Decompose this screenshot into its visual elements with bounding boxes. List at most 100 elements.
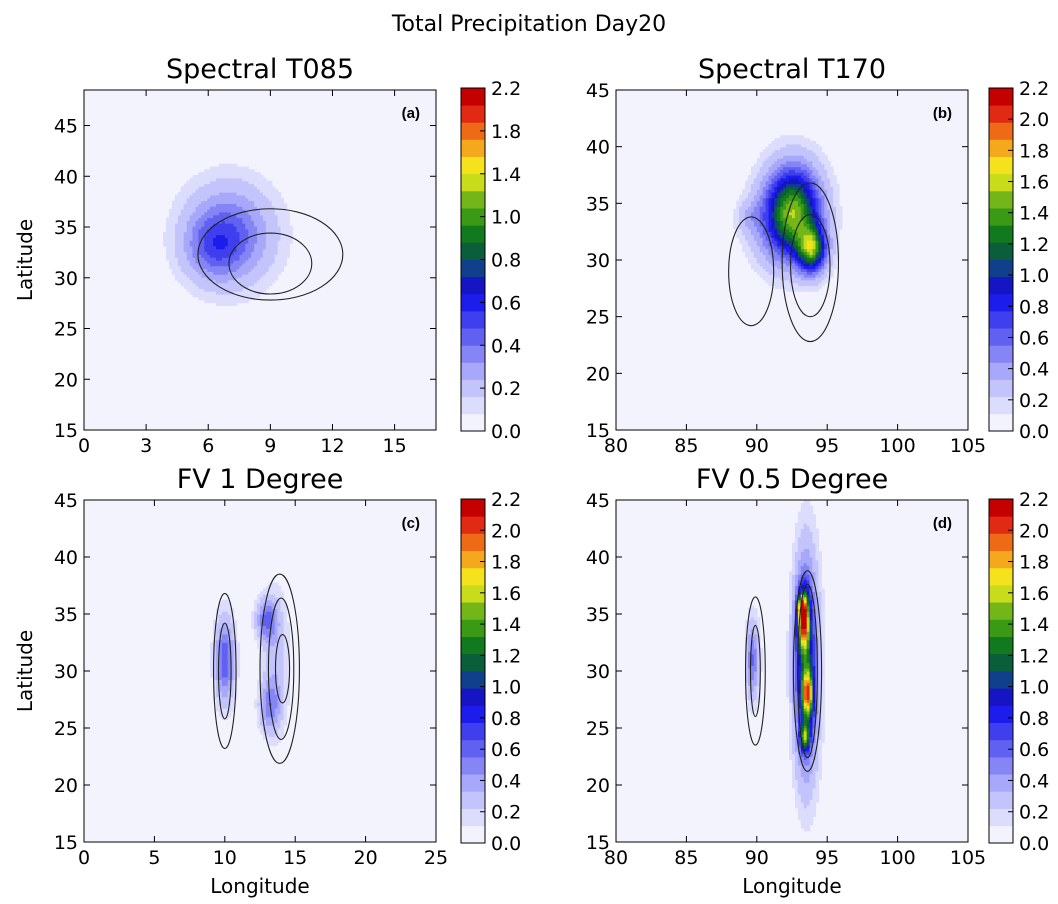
precip-cell [227,211,232,216]
precip-cell [262,614,267,618]
precip-cell [227,282,232,287]
precip-cell [271,728,276,732]
precip-cell [268,200,273,204]
precip-cell [189,268,194,272]
precip-cell [765,203,770,207]
precip-cell [204,291,208,295]
precip-cell [274,619,279,624]
precip-cell [789,577,793,581]
precip-cell [780,203,784,207]
precip-cell [198,271,202,275]
precip-cell [745,180,749,185]
precip-cell [183,243,188,247]
precip-cell [189,260,194,264]
precip-cell [792,765,796,769]
precip-cell [227,274,232,278]
precip-cell [806,214,811,219]
precip-cell [794,268,799,272]
precip-cell [262,203,267,207]
precip-cell [809,175,814,179]
precip-cell [768,223,773,227]
precip-cell [733,223,737,227]
precip-cell [239,296,244,301]
precip-cell [789,285,793,289]
precip-cell [218,645,223,649]
precip-cell [218,691,223,695]
precip-cell [797,776,802,780]
precip-cell [812,146,817,151]
precip-cell [824,160,828,165]
precip-cell [748,223,752,227]
precip-cell [245,192,249,196]
precip-cell [207,223,211,227]
precip-cell [827,206,831,210]
precip-cell [750,693,755,698]
precip-cell [236,662,241,666]
precip-cell [768,169,773,173]
precip-cell [786,135,790,139]
precip-cell [274,662,279,666]
colorbar-segment [461,173,485,192]
precip-cell [277,268,282,272]
precip-cell [280,693,285,698]
precip-cell [174,257,179,261]
precip-cell [257,710,261,715]
precip-cell [745,693,749,698]
precip-cell [192,243,197,247]
precip-cell [236,668,241,672]
precip-cell [233,197,238,202]
x-tick-label: 3 [140,435,152,457]
precip-cell [260,245,264,250]
precip-cell [739,211,743,216]
precip-cell [174,206,179,210]
precip-cell [189,257,194,261]
precip-cell [792,265,796,270]
precip-cell [195,260,200,264]
precip-cell [739,200,743,204]
precip-cell [756,237,761,241]
precip-cell [797,209,802,213]
precip-cell [792,149,796,153]
precip-cell [792,619,796,624]
precip-cell [789,708,793,712]
precip-cell [257,608,261,612]
colorbar-tick-label: 0.6 [1019,327,1049,349]
precip-cell [762,257,767,261]
precip-cell [230,200,235,204]
precip-cell [236,197,241,202]
precip-cell [230,172,235,176]
precip-cell [251,619,255,624]
precip-cell [224,699,229,703]
precip-cell [242,274,246,278]
precip-cell [260,248,264,253]
precip-cell [283,260,288,264]
precip-cell [268,639,273,644]
precip-cell [265,614,270,618]
precip-cell [245,285,249,289]
precip-cell [186,288,191,292]
precip-cell [204,183,208,187]
precip-cell [218,291,223,295]
precip-cell [268,234,273,238]
precip-cell [218,288,223,292]
precip-cell [780,192,784,196]
precip-cell [753,622,758,626]
precip-cell [224,192,229,196]
precip-cell [794,659,799,664]
precip-cell [198,186,202,190]
precip-cell [768,175,773,179]
precip-cell [789,622,793,626]
precip-cell [224,254,229,258]
precip-cell [216,665,220,669]
precip-cell [794,585,799,589]
precip-cell [189,189,194,193]
precip-cell [797,756,802,760]
precip-cell [789,648,793,652]
precip-cell [748,200,752,204]
precip-cell [233,231,238,236]
precip-cell [836,189,840,193]
precip-cell [768,163,773,168]
precip-cell [262,268,267,272]
precip-cell [280,651,285,655]
precip-cell [277,588,282,592]
